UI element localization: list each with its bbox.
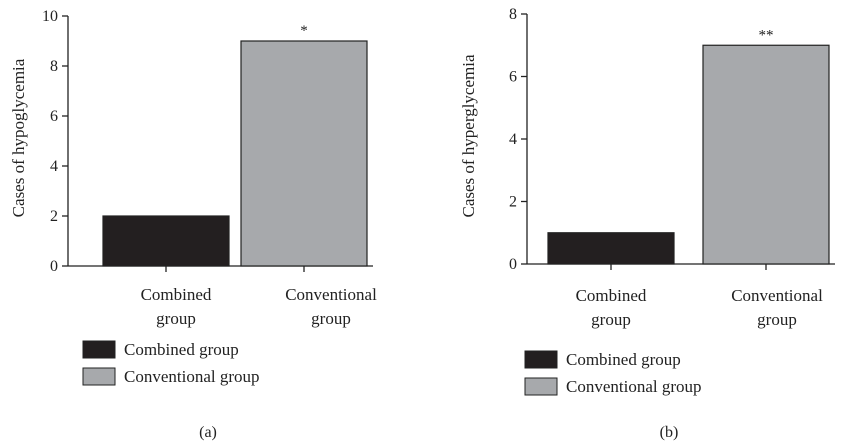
legend-swatch [82, 367, 116, 386]
bar [547, 232, 675, 265]
legend-label: Conventional group [124, 367, 260, 386]
chart-panel-a: 0 2 4 6 8 10 Cases of hypoglycemia Combined grou… [9, 8, 377, 441]
y-tick-label: 8 [509, 6, 517, 23]
significance-label: * [300, 23, 308, 39]
x-tick-label: Conventional group [285, 285, 377, 328]
y-tick-label: 0 [509, 256, 517, 273]
x-tick-label: Conventional group [731, 286, 823, 329]
y-tick-label: 6 [50, 108, 58, 125]
x-tick-label: Combined group [141, 285, 212, 328]
y-tick-label: 8 [50, 58, 58, 75]
y-tick-label: 4 [50, 158, 58, 175]
legend-label: Conventional group [566, 377, 702, 396]
bar [240, 40, 368, 267]
legend-label: Combined group [124, 340, 239, 359]
y-tick-label: 10 [42, 8, 58, 25]
chart-panel-b: 0 2 4 6 8 Cases of hyperglycemia Combined group… [459, 6, 835, 441]
bar [102, 215, 230, 267]
y-axis-label: Cases of hyperglycemia [459, 54, 478, 217]
y-tick-label: 6 [509, 69, 517, 86]
bar [702, 44, 830, 265]
legend-swatch [524, 377, 558, 396]
y-axis-label: Cases of hypoglycemia [9, 58, 28, 217]
significance-label: ** [759, 27, 774, 43]
legend-swatch [524, 350, 558, 369]
y-tick-label: 2 [50, 208, 58, 225]
y-tick-label: 0 [50, 258, 58, 275]
panel-label: (b) [660, 424, 679, 441]
x-tick-label: Combined group [576, 286, 647, 329]
legend-label: Combined group [566, 350, 681, 369]
panel-label: (a) [199, 424, 217, 441]
y-tick-label: 4 [509, 131, 517, 148]
y-tick-label: 2 [509, 194, 517, 211]
legend-swatch [82, 340, 116, 359]
